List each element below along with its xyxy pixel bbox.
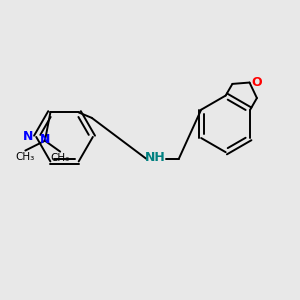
Text: CH₃: CH₃ [51, 153, 70, 163]
Text: N: N [40, 133, 50, 146]
Text: N: N [22, 130, 33, 143]
Text: O: O [252, 76, 262, 89]
Text: CH₃: CH₃ [16, 152, 35, 162]
Text: NH: NH [145, 151, 165, 164]
